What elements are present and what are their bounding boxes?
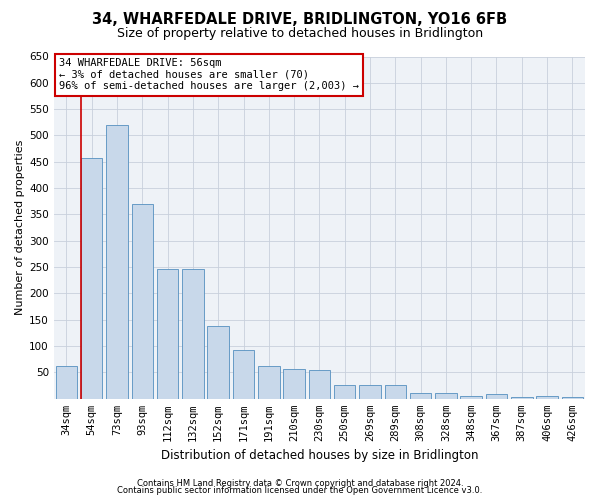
Bar (106, 125, 128, 399)
Bar (308, 370, 330, 399)
Bar (208, 326, 229, 399)
Bar (56, 366, 77, 399)
Bar (131, 204, 153, 399)
Text: Contains public sector information licensed under the Open Government Licence v3: Contains public sector information licen… (118, 486, 482, 495)
Bar (334, 385, 355, 399)
Bar (511, 396, 533, 399)
Bar (435, 393, 457, 399)
Bar (486, 394, 507, 399)
Bar (460, 396, 482, 399)
Bar (283, 369, 305, 399)
Bar (562, 396, 583, 399)
Bar (410, 393, 431, 399)
Bar (157, 268, 178, 399)
Bar (536, 396, 558, 399)
Bar (359, 385, 381, 399)
Bar (258, 366, 280, 399)
Text: Contains HM Land Registry data © Crown copyright and database right 2024.: Contains HM Land Registry data © Crown c… (137, 478, 463, 488)
Bar (233, 350, 254, 399)
Y-axis label: Number of detached properties: Number of detached properties (15, 140, 25, 316)
Text: 34, WHARFEDALE DRIVE, BRIDLINGTON, YO16 6FB: 34, WHARFEDALE DRIVE, BRIDLINGTON, YO16 … (92, 12, 508, 28)
X-axis label: Distribution of detached houses by size in Bridlington: Distribution of detached houses by size … (161, 450, 478, 462)
Text: 34 WHARFEDALE DRIVE: 56sqm
← 3% of detached houses are smaller (70)
96% of semi-: 34 WHARFEDALE DRIVE: 56sqm ← 3% of detac… (59, 58, 359, 92)
Bar (182, 268, 203, 399)
Bar (81, 158, 103, 399)
Bar (385, 385, 406, 399)
Text: Size of property relative to detached houses in Bridlington: Size of property relative to detached ho… (117, 28, 483, 40)
